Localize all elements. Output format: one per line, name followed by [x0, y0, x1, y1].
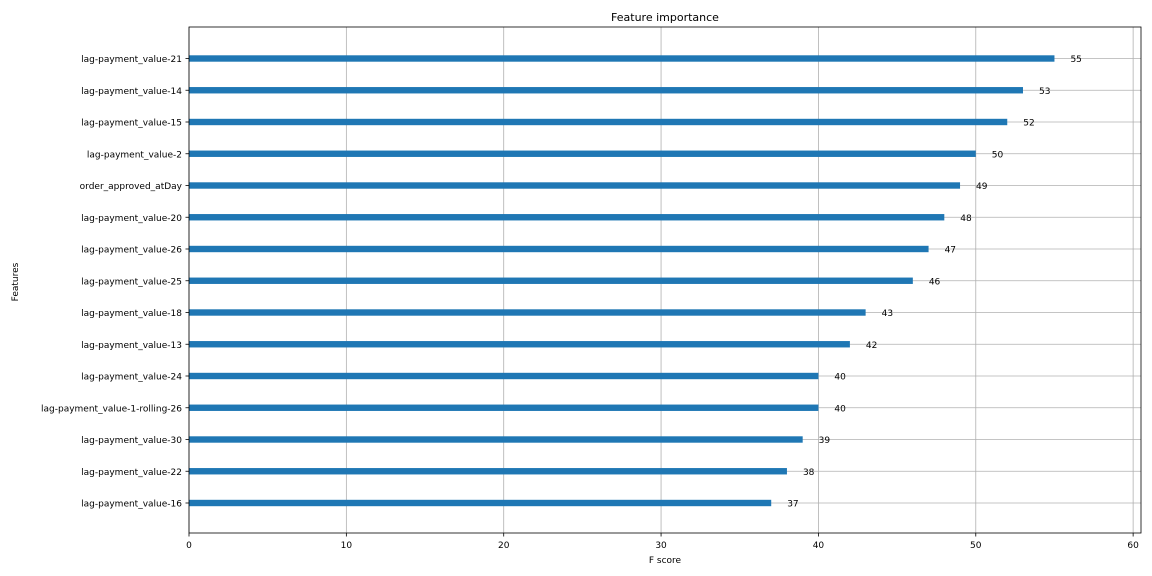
x-tick-label: 0: [186, 541, 192, 551]
bar: [189, 309, 866, 316]
x-tick-label: 30: [655, 541, 667, 551]
bar-value-label: 52: [1023, 119, 1034, 129]
bar-value-label: 53: [1039, 87, 1050, 97]
y-tick-label: order_approved_atDay: [80, 182, 183, 192]
bar: [189, 55, 1055, 62]
y-tick-label: lag-payment_value-20: [81, 214, 182, 224]
bar: [189, 182, 961, 189]
plot-frame: [188, 26, 1142, 534]
chart-title: Feature importance: [611, 11, 719, 24]
y-tick-label: lag-payment_value-21: [81, 55, 182, 65]
y-tick-label: lag-payment_value-24: [81, 373, 182, 383]
bar-value-label: 55: [1070, 55, 1081, 65]
y-tick-label: lag-payment_value-15: [81, 119, 182, 129]
y-tick-label: lag-payment_value-22: [81, 468, 182, 478]
label-layer: lag-payment_value-21 55 lag-payment_value-…: [41, 55, 1082, 510]
bar: [189, 277, 913, 284]
bar: [189, 468, 787, 475]
bar: [189, 214, 945, 221]
y-axis-label: Features: [11, 262, 21, 301]
bar-value-label: 40: [834, 404, 846, 414]
bar-value-label: 50: [992, 150, 1004, 160]
y-tick-label: lag-payment_value-16: [81, 500, 182, 510]
bar-value-label: 38: [803, 468, 815, 478]
x-tick-label: 50: [970, 541, 982, 551]
bar: [189, 499, 772, 507]
bar-value-label: 39: [819, 436, 831, 446]
y-tick-label: lag-payment_value-26: [81, 246, 182, 256]
y-tick-label: lag-payment_value-25: [81, 277, 182, 287]
y-tick-label: lag-payment_value-30: [81, 436, 182, 446]
bar: [189, 436, 803, 443]
bar: [189, 341, 850, 348]
x-axis-label: F score: [649, 556, 682, 566]
y-tick-label: lag-payment_value-18: [81, 309, 182, 319]
bar-value-label: 42: [866, 341, 877, 351]
bar-value-label: 43: [882, 309, 893, 319]
bar-layer: [189, 55, 1055, 507]
bar-value-label: 37: [787, 500, 798, 510]
bar: [189, 118, 1008, 126]
bar-value-label: 40: [834, 373, 846, 383]
bar: [189, 404, 819, 411]
bar: [189, 150, 976, 157]
bar: [189, 87, 1023, 94]
y-tick-label: lag-payment_value-13: [81, 341, 182, 351]
bar-value-label: 49: [976, 182, 988, 192]
bar-value-label: 46: [929, 277, 941, 287]
bar: [189, 245, 929, 253]
bar-value-label: 48: [960, 214, 972, 224]
bar: [189, 372, 819, 380]
y-tick-label: lag-payment_value-1-rolling-26: [41, 404, 182, 414]
y-tick-label: lag-payment_value-14: [81, 87, 182, 97]
x-tick-label: 40: [813, 541, 825, 551]
bar-value-label: 47: [945, 246, 956, 256]
tick-layer: 0 10 20 30 40 50 60: [185, 58, 1139, 551]
x-tick-label: 10: [341, 541, 353, 551]
y-tick-label: lag-payment_value-2: [87, 150, 182, 160]
x-tick-label: 20: [498, 541, 510, 551]
x-tick-label: 60: [1127, 541, 1139, 551]
